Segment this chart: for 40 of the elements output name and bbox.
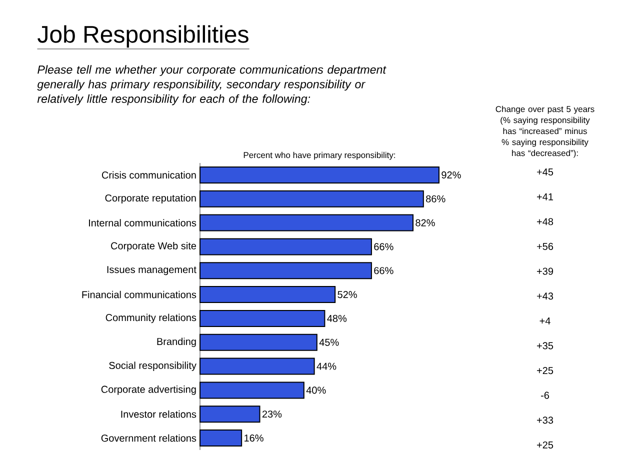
data-label: +43 <box>537 292 554 300</box>
data-label: 66% <box>374 267 394 274</box>
y-tick-label: Corporate reputation <box>105 194 196 204</box>
y-tick-label: Crisis communication <box>102 171 196 179</box>
y-tick-label: Financial communications <box>82 290 196 298</box>
data-label: 86% <box>426 195 446 202</box>
data-label: +45 <box>537 168 554 176</box>
data-label: +35 <box>537 342 554 350</box>
y-tick-label: Branding <box>157 338 196 348</box>
data-label: +25 <box>537 366 554 374</box>
data-label: 66% <box>374 243 394 250</box>
data-label: 82% <box>416 219 435 226</box>
text: Change over past 5 years (% saying responsibility has “increased” minus % saying responsibility has “decreased”): <box>496 106 594 158</box>
data-label: +33 <box>537 416 554 424</box>
data-label: 16% <box>244 434 264 442</box>
y-tick-label: Internal communications <box>89 219 196 226</box>
y-tick-label: Community relations <box>106 314 196 324</box>
data-label: 92% <box>442 171 461 178</box>
data-label: 40% <box>306 386 326 394</box>
chart-title: Job Responsibilities <box>38 25 248 48</box>
data-label: +48 <box>537 218 554 226</box>
chart-subtitle: Please tell me whether your corporate communications department generally has primary responsibility, secondary responsibility or relatively little responsibility for each of the following: <box>37 65 386 106</box>
data-label: 45% <box>319 338 339 346</box>
data-label: -6 <box>540 392 550 399</box>
data-label: +56 <box>537 242 554 250</box>
data-label: 44% <box>316 362 336 370</box>
data-label: 52% <box>338 290 357 298</box>
y-tick-label: Corporate Web site <box>111 242 196 252</box>
y-tick-label: Issues management <box>107 266 196 276</box>
y-tick-label: Social responsibility <box>109 362 196 371</box>
data-label: +25 <box>537 441 554 449</box>
data-label: +41 <box>537 193 553 200</box>
data-label: 48% <box>327 314 347 322</box>
y-tick-label: Corporate advertising <box>101 386 196 395</box>
data-label: +4 <box>540 317 550 324</box>
data-label: 23% <box>262 410 282 418</box>
data-label: +39 <box>537 268 554 275</box>
x-axis-title: Percent who have primary responsibility: <box>244 152 395 160</box>
y-tick-label: Government relations <box>101 434 196 442</box>
y-tick-label: Investor relations <box>121 410 196 418</box>
